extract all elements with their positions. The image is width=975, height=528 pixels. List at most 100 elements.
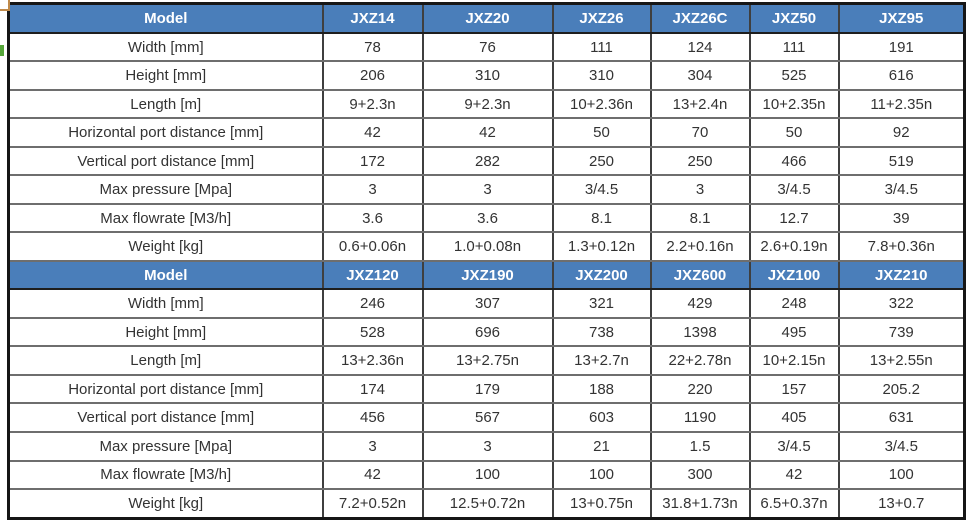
- row-label-cell: Vertical port distance [mm]: [7, 145, 324, 177]
- row-label-cell: Horizontal port distance [mm]: [7, 373, 324, 405]
- value-cell: 405: [748, 402, 840, 433]
- spec-row: Height [mm] 528 696 738 1398 495 739: [7, 316, 966, 348]
- value-cell: 2.6+0.19n: [748, 231, 840, 262]
- row-label-cell: Weight [kg]: [7, 231, 324, 262]
- model-header-row: Model JXZ120 JXZ190 JXZ200 JXZ600 JXZ100 JXZ21…: [7, 259, 966, 291]
- spec-table-container: Model JXZ14 JXZ20 JXZ26 JXZ26C JXZ50 JXZ95 Widt…: [7, 2, 966, 520]
- value-cell: 738: [551, 316, 652, 348]
- value-cell: 7.8+0.36n: [837, 231, 966, 262]
- row-label-cell: Width [mm]: [7, 288, 324, 319]
- value-cell: 100: [421, 459, 554, 490]
- value-cell: 174: [321, 373, 424, 405]
- green-edge-mark: [0, 45, 4, 56]
- row-label-cell: Horizontal port distance [mm]: [7, 117, 324, 148]
- value-cell: 10+2.15n: [748, 345, 840, 376]
- value-cell: 9+2.3n: [421, 88, 554, 120]
- model-name-cell: JXZ190: [421, 259, 554, 291]
- value-cell: 246: [321, 288, 424, 319]
- row-label-cell: Length [m]: [7, 88, 324, 120]
- row-label-cell: Max pressure [Mpa]: [7, 174, 324, 205]
- value-cell: 78: [321, 31, 424, 63]
- value-cell: 1190: [649, 402, 751, 433]
- value-cell: 22+2.78n: [649, 345, 751, 376]
- row-label-cell: Max flowrate [M3/h]: [7, 459, 324, 490]
- spec-row: Max pressure [Mpa] 3 3 21 1.5 3/4.5 3/4.5: [7, 431, 966, 462]
- row-label-cell: Width [mm]: [7, 31, 324, 63]
- value-cell: 3: [649, 174, 751, 205]
- value-cell: 300: [649, 459, 751, 490]
- spec-row: Length [m] 13+2.36n 13+2.75n 13+2.7n 22+2.78…: [7, 345, 966, 376]
- value-cell: 3/4.5: [837, 174, 966, 205]
- value-cell: 307: [421, 288, 554, 319]
- value-cell: 7.2+0.52n: [321, 487, 424, 520]
- model-name-cell: JXZ95: [837, 2, 966, 34]
- value-cell: 282: [421, 145, 554, 177]
- spec-table: Model JXZ14 JXZ20 JXZ26 JXZ26C JXZ50 JXZ95 Widt…: [7, 2, 966, 520]
- value-cell: 3/4.5: [837, 431, 966, 462]
- model-header-cell: Model: [7, 2, 324, 34]
- value-cell: 429: [649, 288, 751, 319]
- value-cell: 179: [421, 373, 554, 405]
- value-cell: 304: [649, 60, 751, 91]
- value-cell: 248: [748, 288, 840, 319]
- value-cell: 172: [321, 145, 424, 177]
- value-cell: 603: [551, 402, 652, 433]
- value-cell: 206: [321, 60, 424, 91]
- value-cell: 0.6+0.06n: [321, 231, 424, 262]
- value-cell: 76: [421, 31, 554, 63]
- value-cell: 50: [748, 117, 840, 148]
- spec-row: Width [mm] 78 76 111 124 111 191: [7, 31, 966, 63]
- value-cell: 13+2.55n: [837, 345, 966, 376]
- model-name-cell: JXZ50: [748, 2, 840, 34]
- model-name-cell: JXZ20: [421, 2, 554, 34]
- row-label-cell: Vertical port distance [mm]: [7, 402, 324, 433]
- value-cell: 39: [837, 202, 966, 234]
- value-cell: 11+2.35n: [837, 88, 966, 120]
- model-name-cell: JXZ120: [321, 259, 424, 291]
- spec-row: Vertical port distance [mm] 456 567 603 1190…: [7, 402, 966, 433]
- value-cell: 1.5: [649, 431, 751, 462]
- value-cell: 13+2.36n: [321, 345, 424, 376]
- value-cell: 3/4.5: [551, 174, 652, 205]
- spec-row: Horizontal port distance [mm] 174 179 188 22…: [7, 373, 966, 405]
- value-cell: 220: [649, 373, 751, 405]
- model-name-cell: JXZ600: [649, 259, 751, 291]
- model-name-cell: JXZ200: [551, 259, 652, 291]
- model-name-cell: JXZ14: [321, 2, 424, 34]
- value-cell: 13+0.75n: [551, 487, 652, 520]
- value-cell: 70: [649, 117, 751, 148]
- spec-row: Vertical port distance [mm] 172 282 250 250 4…: [7, 145, 966, 177]
- value-cell: 250: [551, 145, 652, 177]
- value-cell: 696: [421, 316, 554, 348]
- value-cell: 528: [321, 316, 424, 348]
- row-label-cell: Max flowrate [M3/h]: [7, 202, 324, 234]
- value-cell: 3: [421, 431, 554, 462]
- value-cell: 322: [837, 288, 966, 319]
- value-cell: 525: [748, 60, 840, 91]
- value-cell: 631: [837, 402, 966, 433]
- value-cell: 191: [837, 31, 966, 63]
- spec-row: Height [mm] 206 310 310 304 525 616: [7, 60, 966, 91]
- value-cell: 519: [837, 145, 966, 177]
- corner-crop-mark: [0, 0, 10, 11]
- spec-row: Horizontal port distance [mm] 42 42 50 70 50 9…: [7, 117, 966, 148]
- value-cell: 1398: [649, 316, 751, 348]
- value-cell: 1.0+0.08n: [421, 231, 554, 262]
- value-cell: 8.1: [551, 202, 652, 234]
- value-cell: 111: [551, 31, 652, 63]
- value-cell: 8.1: [649, 202, 751, 234]
- value-cell: 31.8+1.73n: [649, 487, 751, 520]
- value-cell: 9+2.3n: [321, 88, 424, 120]
- value-cell: 1.3+0.12n: [551, 231, 652, 262]
- model-name-cell: JXZ26C: [649, 2, 751, 34]
- spec-row: Max flowrate [M3/h] 3.6 3.6 8.1 8.1 12.7 39: [7, 202, 966, 234]
- spec-row: Weight [kg] 0.6+0.06n 1.0+0.08n 1.3+0.12n 2.…: [7, 231, 966, 262]
- value-cell: 124: [649, 31, 751, 63]
- value-cell: 21: [551, 431, 652, 462]
- value-cell: 13+2.4n: [649, 88, 751, 120]
- value-cell: 3.6: [321, 202, 424, 234]
- model-name-cell: JXZ26: [551, 2, 652, 34]
- value-cell: 12.7: [748, 202, 840, 234]
- value-cell: 42: [321, 117, 424, 148]
